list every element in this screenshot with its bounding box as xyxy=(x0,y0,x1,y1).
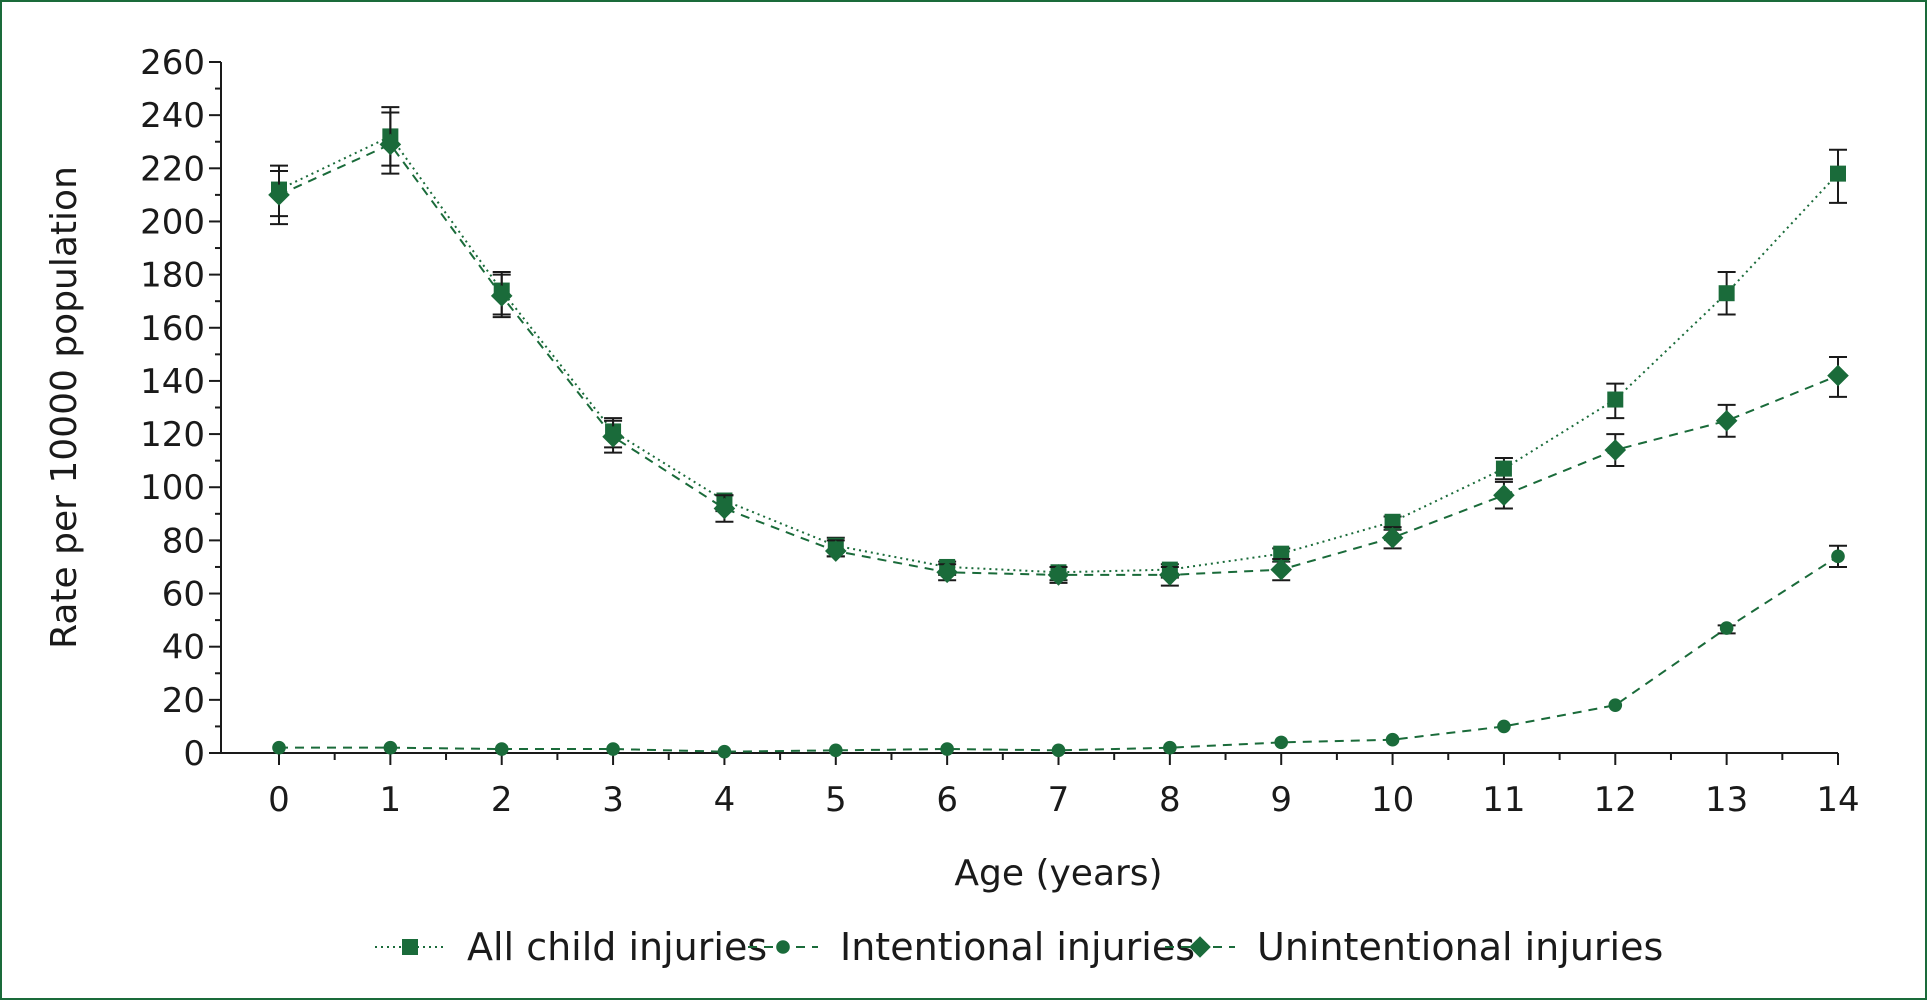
x-tick-label: 13 xyxy=(1705,780,1748,820)
data-point xyxy=(1274,735,1289,750)
data-point xyxy=(828,743,843,758)
data-point xyxy=(1163,740,1177,755)
data-point xyxy=(717,744,732,759)
legend-swatch-marker xyxy=(776,940,790,954)
data-point xyxy=(383,740,398,755)
data-point xyxy=(1495,460,1512,477)
data-point xyxy=(1604,439,1627,461)
series-unintentional-injuries xyxy=(268,111,1849,587)
legend-item: Intentional injuries xyxy=(748,925,1195,969)
x-tick-label: 6 xyxy=(936,780,958,820)
x-tick-label: 14 xyxy=(1816,780,1859,820)
series-intentional-injuries xyxy=(272,544,1847,759)
legend: All child injuries Intentional injuries Un… xyxy=(375,925,1663,969)
x-tick-label: 2 xyxy=(491,780,513,820)
y-axis-title: Rate per 10000 population xyxy=(44,166,85,649)
y-tick-label: 140 xyxy=(140,362,205,402)
data-point xyxy=(1831,549,1845,564)
x-tick-label: 7 xyxy=(1048,780,1070,820)
data-point xyxy=(1159,564,1181,586)
data-point xyxy=(936,561,958,584)
data-point xyxy=(272,740,286,755)
data-point xyxy=(1273,545,1290,562)
y-tick-label: 240 xyxy=(140,96,205,136)
data-point xyxy=(940,742,954,756)
y-tick-label: 160 xyxy=(140,309,205,349)
data-point xyxy=(1718,285,1735,302)
series-layer xyxy=(268,106,1849,759)
x-tick-label: 11 xyxy=(1482,780,1525,820)
data-point xyxy=(379,133,402,156)
data-point xyxy=(1830,165,1846,182)
data-point xyxy=(606,742,620,756)
data-point xyxy=(1827,364,1849,387)
y-tick-label: 200 xyxy=(140,202,205,242)
y-tick-label: 60 xyxy=(162,575,205,615)
legend-label: Unintentional injuries xyxy=(1257,925,1663,969)
series-line xyxy=(279,555,1839,753)
y-tick-label: 220 xyxy=(140,149,205,189)
legend-label: All child injuries xyxy=(467,925,767,969)
x-tick-label: 3 xyxy=(602,780,624,820)
y-tick-label: 80 xyxy=(162,521,205,561)
x-tick-label: 0 xyxy=(268,780,290,820)
data-point xyxy=(1607,391,1624,408)
data-point xyxy=(1385,732,1400,747)
series-line xyxy=(278,135,1839,574)
x-tick-label: 12 xyxy=(1594,780,1637,820)
y-tick-label: 260 xyxy=(140,43,205,83)
data-point xyxy=(824,540,847,562)
data-point xyxy=(1381,526,1404,549)
series-line xyxy=(278,143,1839,576)
data-point xyxy=(268,184,290,206)
y-tick-label: 40 xyxy=(162,628,205,668)
data-point xyxy=(1047,564,1070,586)
y-tick-label: 0 xyxy=(183,734,205,774)
series-all-child-injuries xyxy=(270,106,1847,582)
data-point xyxy=(1270,558,1293,581)
y-tick-label: 180 xyxy=(140,256,205,296)
data-point xyxy=(494,742,509,756)
data-point xyxy=(713,497,736,520)
x-tick-label: 8 xyxy=(1159,780,1181,820)
legend-swatch-marker xyxy=(1189,936,1211,958)
x-tick-label: 1 xyxy=(380,780,402,820)
data-point xyxy=(1715,409,1738,432)
data-point xyxy=(602,425,624,448)
x-tick-label: 10 xyxy=(1371,780,1414,820)
data-point xyxy=(1493,484,1515,507)
legend-item: All child injuries xyxy=(375,925,767,969)
data-point xyxy=(1608,698,1623,712)
x-axis-title: Age (years) xyxy=(954,853,1162,894)
legend-item: Unintentional injuries xyxy=(1165,925,1663,969)
x-tick-label: 4 xyxy=(714,780,736,820)
x-tick-label: 9 xyxy=(1270,780,1292,820)
legend-label: Intentional injuries xyxy=(840,925,1195,969)
data-point xyxy=(1719,621,1734,635)
y-tick-label: 20 xyxy=(162,681,205,721)
data-point xyxy=(1497,719,1511,734)
y-tick-label: 100 xyxy=(140,468,205,508)
data-point xyxy=(1051,743,1066,758)
legend-swatch-marker xyxy=(402,939,418,955)
data-point xyxy=(1384,513,1401,530)
x-tick-label: 5 xyxy=(825,780,847,820)
y-tick-label: 120 xyxy=(140,415,205,455)
data-point xyxy=(490,285,513,307)
